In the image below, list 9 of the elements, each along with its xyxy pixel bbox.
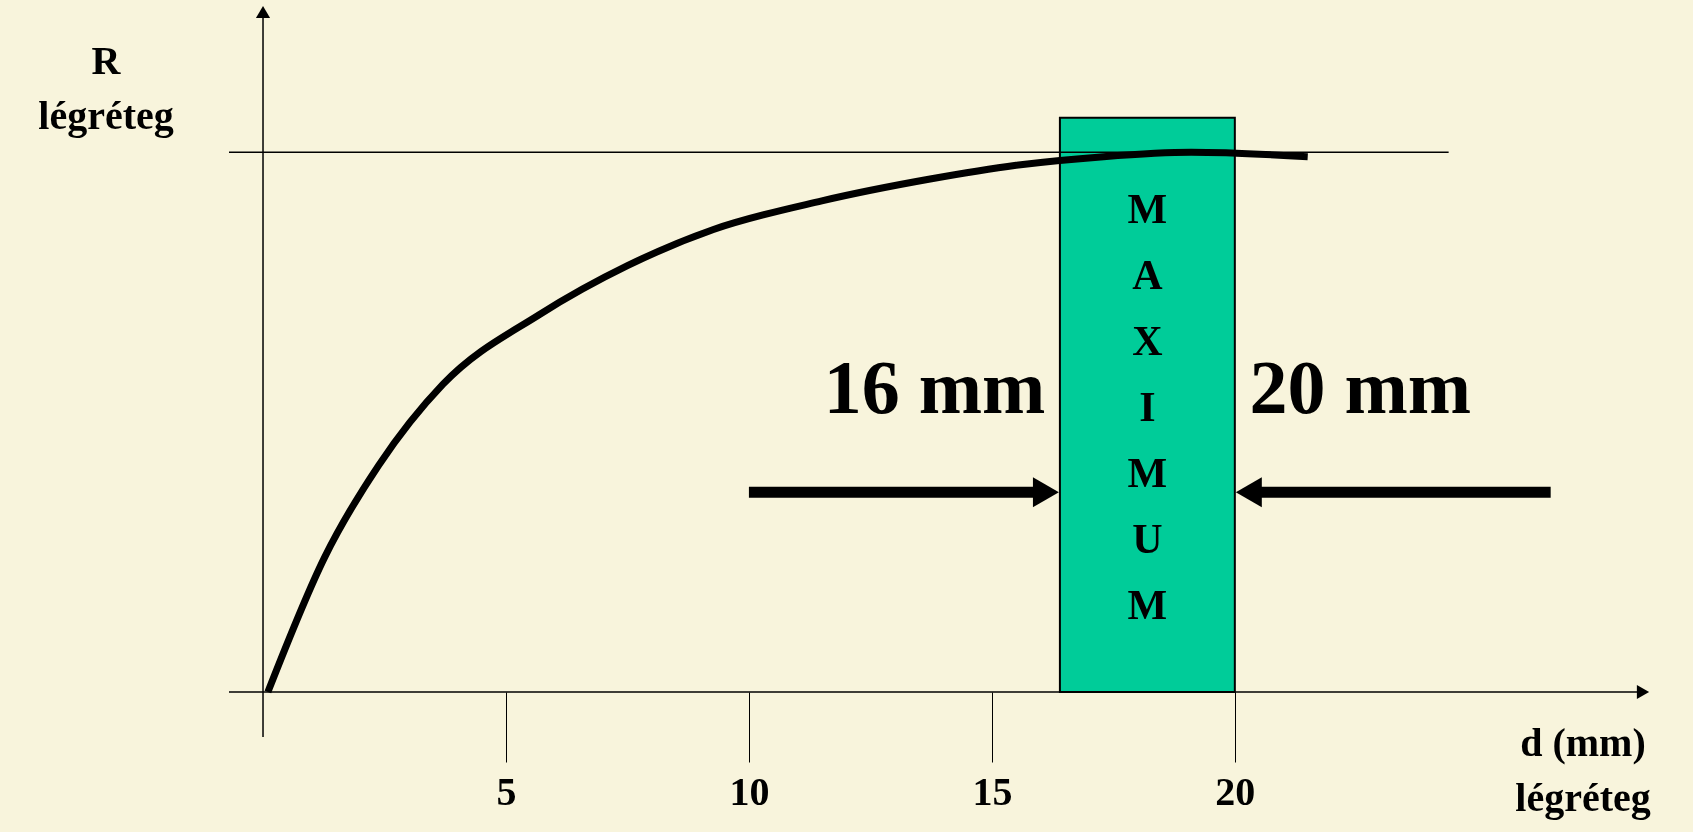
- x-axis-title: d (mm) légréteg: [1515, 720, 1651, 820]
- x-tick-label: 10: [729, 768, 770, 814]
- y-axis-title: R légréteg: [38, 38, 174, 138]
- annotation: 16 mm: [823, 344, 1046, 429]
- band-label: MAXIMUM: [1127, 186, 1168, 628]
- x-tick-label: 15: [972, 768, 1013, 814]
- x-tick-label: 5: [496, 768, 517, 814]
- annotation: 20 mm: [1249, 344, 1472, 429]
- x-tick-label: 20: [1215, 768, 1256, 814]
